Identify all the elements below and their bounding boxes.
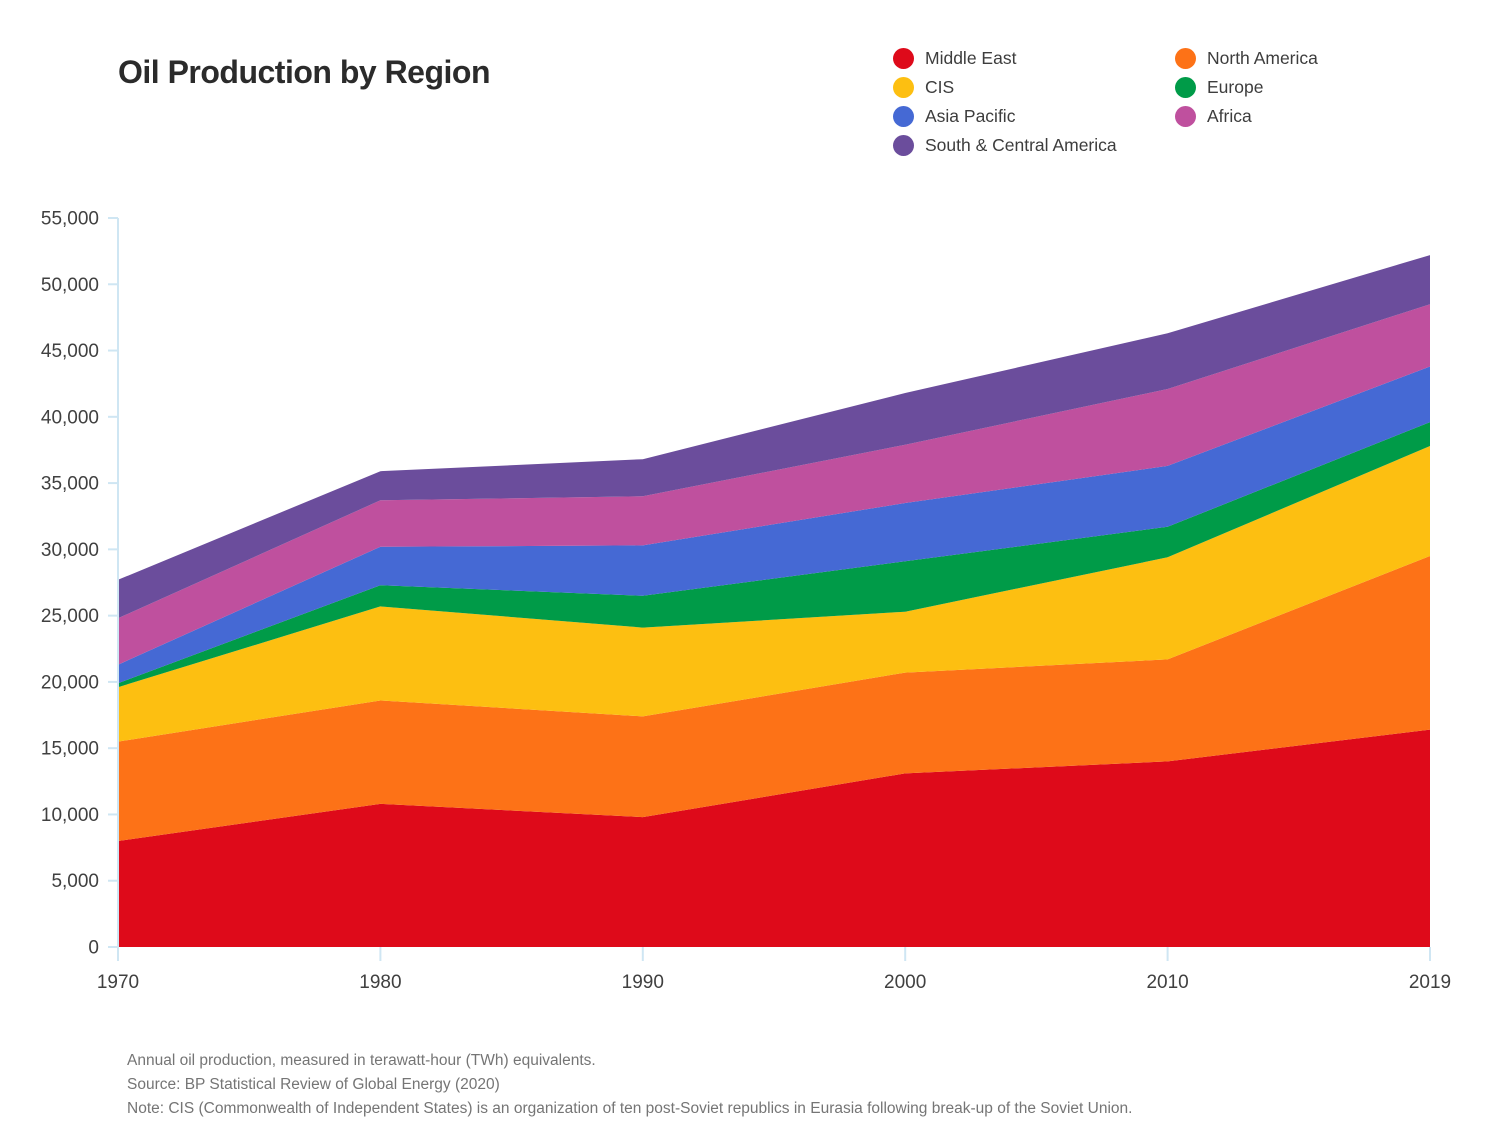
stacked-area-chart: 0 5,000 10,000 15,000 20,000 25,000 30,000 35,0…: [41, 209, 1451, 994]
legend-label: Middle East: [925, 48, 1017, 68]
area-europe[interactable]: [118, 422, 1430, 688]
footnote-line-source: Source: BP Statistical Review of Global …: [127, 1076, 500, 1093]
legend-label: South & Central America: [925, 135, 1117, 155]
middle-east-swatch-icon: [893, 48, 914, 69]
y-tick-label: 15,000: [41, 739, 99, 760]
x-tick-label: 1970: [97, 972, 139, 993]
legend-item-asia-pacific[interactable]: Asia Pacific: [893, 102, 1175, 131]
area-middle-east[interactable]: [118, 729, 1430, 947]
y-tick-label: 45,000: [41, 341, 99, 362]
y-tick-label: 5,000: [51, 871, 99, 892]
legend-column-1: Middle East CIS Asia Pacific South & Centra…: [893, 44, 1175, 160]
y-tick-label: 0: [88, 938, 99, 959]
legend-item-middle-east[interactable]: Middle East: [893, 44, 1175, 73]
chart-title: Oil Production by Region: [118, 54, 491, 91]
legend: Middle East CIS Asia Pacific South & Centra…: [893, 44, 1318, 160]
area-north-america[interactable]: [118, 556, 1430, 841]
legend-item-europe[interactable]: Europe: [1175, 73, 1318, 102]
y-tick-label: 25,000: [41, 606, 99, 627]
europe-swatch-icon: [1175, 77, 1196, 98]
asia-pacific-swatch-icon: [893, 106, 914, 127]
area-cis[interactable]: [118, 446, 1430, 742]
legend-label: Asia Pacific: [925, 106, 1016, 126]
y-tick-label: 10,000: [41, 805, 99, 826]
x-tick-label: 2019: [1409, 972, 1451, 993]
y-tick-label: 55,000: [41, 209, 99, 230]
area-asia-pacific[interactable]: [118, 366, 1430, 684]
area-africa[interactable]: [118, 304, 1430, 665]
south-central-america-swatch-icon: [893, 135, 914, 156]
cis-swatch-icon: [893, 77, 914, 98]
legend-label: Europe: [1207, 77, 1264, 97]
x-tick-label: 2000: [884, 972, 926, 993]
y-tick-label: 35,000: [41, 474, 99, 495]
x-tick-label: 1980: [359, 972, 401, 993]
legend-item-cis[interactable]: CIS: [893, 73, 1175, 102]
y-tick-label: 50,000: [41, 275, 99, 296]
legend-item-north-america[interactable]: North America: [1175, 44, 1318, 73]
north-america-swatch-icon: [1175, 48, 1196, 69]
footnote-line-unit: Annual oil production, measured in teraw…: [127, 1052, 596, 1069]
legend-label: Africa: [1207, 106, 1252, 126]
legend-label: North America: [1207, 48, 1318, 68]
legend-column-2: North America Europe Africa: [1175, 44, 1318, 160]
footnote-line-note: Note: CIS (Commonwealth of Independent S…: [127, 1100, 1133, 1117]
area-south-central-america[interactable]: [118, 255, 1430, 619]
y-tick-label: 30,000: [41, 540, 99, 561]
legend-label: CIS: [925, 77, 955, 97]
y-tick-label: 20,000: [41, 672, 99, 693]
legend-item-south-central-america[interactable]: South & Central America: [893, 131, 1175, 160]
x-tick-label: 1990: [622, 972, 664, 993]
legend-item-africa[interactable]: Africa: [1175, 102, 1318, 131]
y-tick-label: 40,000: [41, 407, 99, 428]
x-tick-label: 2010: [1146, 972, 1188, 993]
footnote: Annual oil production, measured in teraw…: [127, 1049, 1132, 1121]
africa-swatch-icon: [1175, 106, 1196, 127]
